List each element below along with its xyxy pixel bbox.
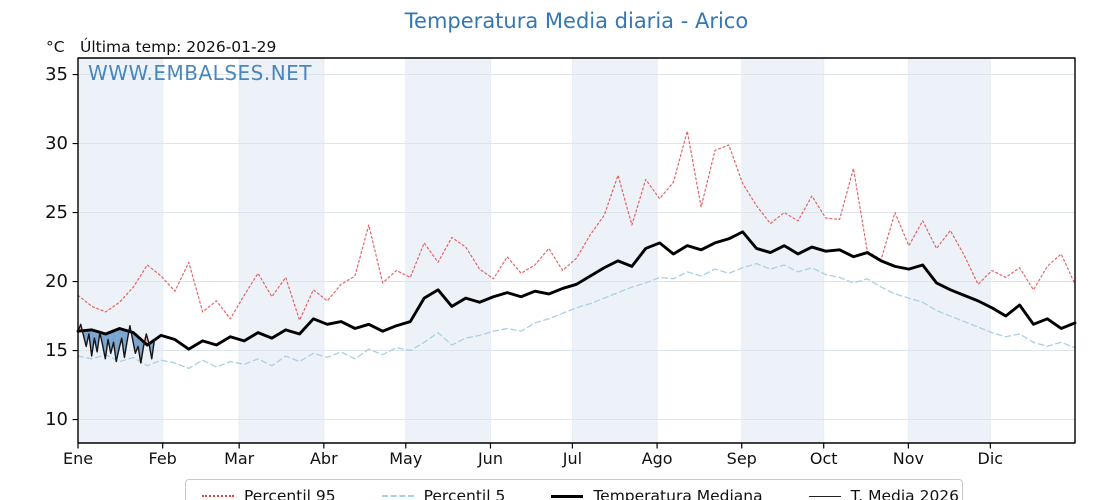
watermark-text: WWW.EMBALSES.NET bbox=[88, 61, 313, 85]
x-tick-label: Nov bbox=[892, 449, 924, 468]
y-tick-label: 25 bbox=[45, 201, 68, 223]
legend-label: Temperatura Mediana bbox=[593, 487, 763, 500]
x-tick-label: Abr bbox=[309, 449, 338, 468]
x-tick-label: Jul bbox=[562, 449, 583, 468]
x-tick-label: Oct bbox=[809, 449, 838, 468]
x-tick-label: May bbox=[389, 449, 423, 468]
x-tick-label: Ago bbox=[641, 449, 673, 468]
page-title: Temperatura Media diaria - Arico bbox=[404, 9, 749, 33]
last-temp-label: Última temp: 2026-01-29 bbox=[80, 38, 277, 56]
legend-label: T. Media 2026 bbox=[850, 487, 960, 500]
median-line-sample-icon bbox=[551, 494, 584, 498]
x-tick-label: Feb bbox=[148, 449, 177, 468]
legend-box: Percentil 95 Percentil 5 Temperatura Med… bbox=[185, 479, 963, 500]
t2026-line-sample-icon bbox=[808, 495, 841, 497]
x-tick-label: Sep bbox=[726, 449, 757, 468]
legend-item-mediana: Temperatura Mediana bbox=[551, 487, 763, 500]
p95-line-sample-icon bbox=[202, 495, 234, 497]
y-tick-label: 20 bbox=[45, 270, 68, 292]
y-tick-label: 10 bbox=[45, 408, 68, 430]
legend-item-tmedia2026: T. Media 2026 bbox=[808, 487, 960, 500]
legend-item-percentil95: Percentil 95 bbox=[202, 487, 336, 500]
x-tick-label: Jun bbox=[477, 449, 503, 468]
legend-item-percentil5: Percentil 5 bbox=[381, 487, 506, 500]
y-tick-label: 30 bbox=[45, 132, 68, 154]
x-tick-label: Dic bbox=[977, 449, 1004, 468]
legend-label: Percentil 95 bbox=[244, 487, 336, 500]
p5-line-sample-icon bbox=[381, 495, 414, 497]
x-tick-label: Ene bbox=[62, 449, 94, 468]
x-tick-label: Mar bbox=[224, 449, 255, 468]
y-tick-label: 15 bbox=[45, 339, 68, 361]
legend-label: Percentil 5 bbox=[423, 487, 506, 500]
y-axis-units-label: °C bbox=[46, 38, 65, 56]
y-tick-label: 35 bbox=[45, 63, 68, 85]
